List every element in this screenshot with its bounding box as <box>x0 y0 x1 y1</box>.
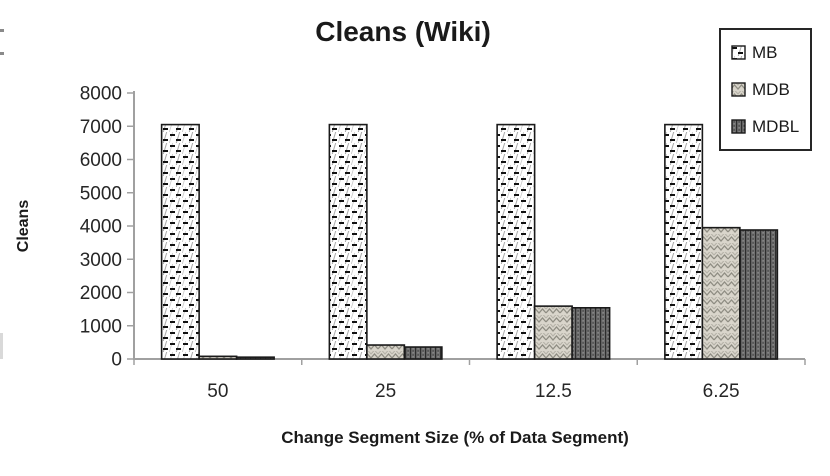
svg-text:4000: 4000 <box>80 217 122 238</box>
legend-label-mb: MB <box>752 42 778 62</box>
svg-text:25: 25 <box>375 381 396 402</box>
svg-text:3000: 3000 <box>80 250 122 271</box>
mdb-pattern-swatch-icon <box>731 82 746 97</box>
mdbl-pattern-swatch-icon <box>731 119 746 134</box>
svg-text:5000: 5000 <box>80 183 122 204</box>
svg-text:12.5: 12.5 <box>535 381 572 402</box>
svg-text:2000: 2000 <box>80 283 122 304</box>
legend-item-mb: MB <box>731 43 810 63</box>
svg-text:6.25: 6.25 <box>703 381 740 402</box>
scan-artifact <box>0 333 3 359</box>
legend-item-mdb: MDB <box>731 80 810 100</box>
svg-text:50: 50 <box>207 381 228 402</box>
legend: MB MDB MDBL <box>719 28 812 151</box>
legend-label-mdb: MDB <box>752 79 790 99</box>
svg-text:0: 0 <box>111 350 122 371</box>
legend-item-mdbl: MDBL <box>731 117 810 137</box>
scan-artifact <box>0 52 4 55</box>
svg-text:1000: 1000 <box>80 316 122 337</box>
chart-title: Cleans (Wiki) <box>315 16 491 47</box>
svg-text:6000: 6000 <box>80 150 122 171</box>
svg-text:8000: 8000 <box>80 84 122 105</box>
mb-pattern-swatch-icon <box>731 45 746 60</box>
legend-label-mdbl: MDBL <box>752 116 800 136</box>
svg-text:7000: 7000 <box>80 117 122 138</box>
x-axis-label: Change Segment Size (% of Data Segment) <box>281 428 629 447</box>
scan-artifact <box>0 29 4 32</box>
